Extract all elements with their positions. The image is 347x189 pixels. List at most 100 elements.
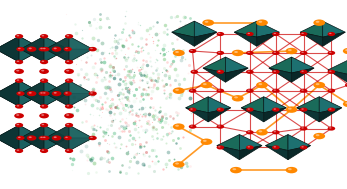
Point xyxy=(70,138,76,141)
Circle shape xyxy=(42,124,44,125)
Point xyxy=(94,21,99,24)
Circle shape xyxy=(42,61,44,62)
Point xyxy=(139,67,145,70)
Circle shape xyxy=(190,125,193,127)
Point xyxy=(168,92,173,95)
Point xyxy=(144,89,149,92)
Point xyxy=(129,89,134,92)
Polygon shape xyxy=(172,32,194,46)
Circle shape xyxy=(175,125,179,127)
Point xyxy=(167,114,173,117)
Point xyxy=(103,86,109,89)
Point xyxy=(170,138,176,141)
Polygon shape xyxy=(226,57,248,73)
Polygon shape xyxy=(208,108,231,122)
Circle shape xyxy=(247,70,250,72)
Point xyxy=(94,128,99,131)
Point xyxy=(120,93,126,96)
Point xyxy=(124,171,129,174)
Point xyxy=(160,138,165,141)
Circle shape xyxy=(346,84,347,85)
Point xyxy=(155,79,160,82)
Point xyxy=(174,111,179,114)
Point xyxy=(182,57,187,60)
Point xyxy=(99,67,104,70)
Point xyxy=(144,28,150,31)
Circle shape xyxy=(40,149,48,153)
Circle shape xyxy=(18,92,20,94)
Point xyxy=(132,74,137,77)
Point xyxy=(193,67,198,70)
Polygon shape xyxy=(239,146,262,160)
Point xyxy=(70,96,76,99)
Point xyxy=(67,148,72,151)
Polygon shape xyxy=(257,32,279,46)
Point xyxy=(120,103,126,106)
Point xyxy=(106,79,112,82)
Point xyxy=(150,24,156,27)
Point xyxy=(168,126,173,129)
Point xyxy=(90,132,96,135)
Point xyxy=(67,98,72,101)
Circle shape xyxy=(313,19,325,26)
Point xyxy=(109,120,115,123)
Point xyxy=(108,74,113,77)
Point xyxy=(183,39,188,42)
Point xyxy=(69,126,75,129)
Point xyxy=(120,124,126,127)
Point xyxy=(146,86,151,89)
Point xyxy=(176,82,182,85)
Point xyxy=(184,37,189,40)
Point xyxy=(123,87,128,90)
Polygon shape xyxy=(0,81,19,106)
Point xyxy=(159,116,165,119)
Circle shape xyxy=(217,145,224,149)
Point xyxy=(68,86,73,89)
Point xyxy=(145,94,151,97)
Point xyxy=(143,150,149,153)
Point xyxy=(104,160,110,163)
Point xyxy=(102,91,108,94)
Point xyxy=(184,164,189,167)
Point xyxy=(94,74,100,77)
Point xyxy=(149,36,155,39)
Point xyxy=(158,121,163,124)
Point xyxy=(110,119,115,122)
Point xyxy=(118,77,123,80)
Polygon shape xyxy=(264,108,286,122)
Point xyxy=(76,97,82,100)
Circle shape xyxy=(90,92,93,94)
Point xyxy=(130,79,136,82)
Point xyxy=(118,170,123,173)
Point xyxy=(144,120,149,123)
Point xyxy=(184,33,189,36)
Point xyxy=(163,97,169,100)
Point xyxy=(137,145,143,148)
Point xyxy=(143,75,148,78)
Circle shape xyxy=(52,135,61,141)
Point xyxy=(108,106,114,109)
Polygon shape xyxy=(239,135,262,150)
Polygon shape xyxy=(186,97,208,113)
Point xyxy=(167,92,172,95)
Circle shape xyxy=(173,50,185,56)
Point xyxy=(83,73,88,76)
Point xyxy=(158,105,163,108)
Circle shape xyxy=(256,129,268,136)
Point xyxy=(123,104,129,107)
Circle shape xyxy=(201,82,212,88)
Point xyxy=(166,76,171,79)
Point xyxy=(138,50,143,53)
Circle shape xyxy=(40,78,48,83)
Point xyxy=(89,157,94,160)
Point xyxy=(125,57,130,60)
Point xyxy=(132,51,138,54)
Circle shape xyxy=(40,60,48,64)
Point xyxy=(127,75,132,78)
Point xyxy=(167,95,172,98)
Point xyxy=(92,73,98,76)
Point xyxy=(151,125,156,129)
Point xyxy=(180,52,185,55)
Point xyxy=(176,86,182,89)
Point xyxy=(104,71,109,74)
